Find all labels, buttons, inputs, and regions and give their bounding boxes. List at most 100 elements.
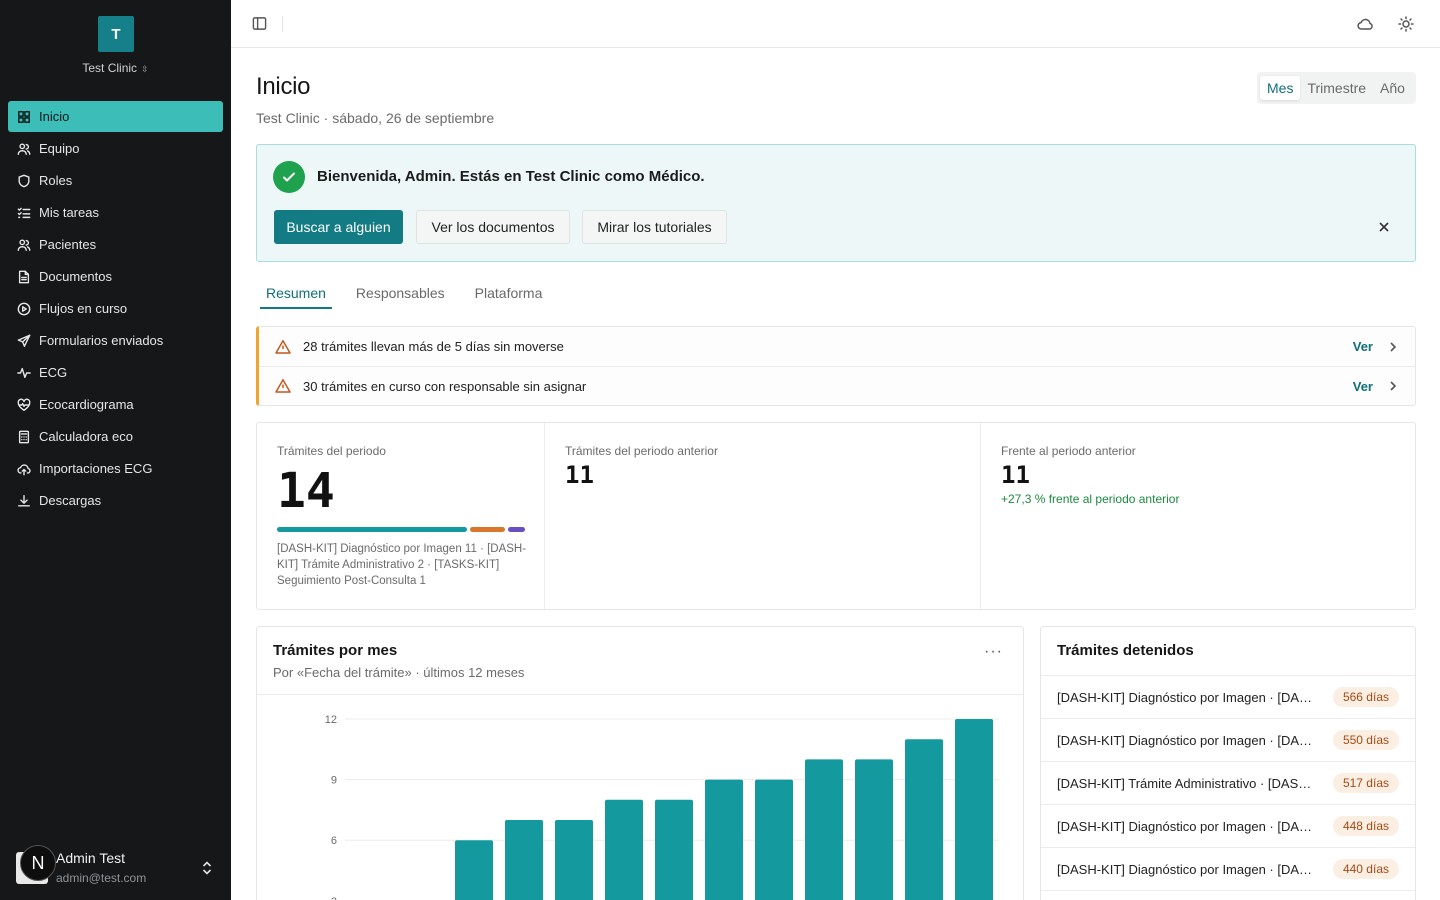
chart-bar[interactable]: [555, 820, 593, 900]
sun-icon[interactable]: [1398, 16, 1414, 32]
tab-plataforma[interactable]: Plataforma: [474, 285, 543, 301]
stalled-list: [DASH-KIT] Diagnóstico por Imagen · [DAS…: [1041, 675, 1415, 891]
days-badge: 517 días: [1332, 773, 1399, 793]
stalled-item-name: [DASH-KIT] Diagnóstico por Imagen · [DAS…: [1057, 818, 1333, 834]
send-icon: [17, 334, 31, 347]
sidebar-item-ecocardiograma[interactable]: Ecocardiograma: [8, 389, 223, 420]
sidebar-item-pacientes[interactable]: Pacientes: [8, 229, 223, 260]
alert-view-link[interactable]: Ver: [1352, 339, 1373, 354]
stat-delta: +27,3 % frente al periodo anterior: [1001, 492, 1180, 506]
view-tutorials-button[interactable]: Mirar los tutoriales: [582, 210, 727, 244]
avatar[interactable]: N: [20, 845, 56, 881]
sidebar-item-flujos-en-curso[interactable]: Flujos en curso: [8, 293, 223, 324]
stat-value: 11: [565, 461, 594, 489]
sidebar-item-label: Importaciones ECG: [39, 461, 153, 476]
bar-chart: 3 6 9 12: [325, 714, 999, 900]
sidebar-item-importaciones-ecg[interactable]: Importaciones ECG: [8, 453, 223, 484]
stalled-title: Trámites detenidos: [1057, 642, 1194, 659]
sidebar-item-label: Roles: [39, 173, 73, 188]
chart-bar[interactable]: [855, 759, 893, 900]
alert-row[interactable]: 30 trámites en curso con responsable sin…: [259, 366, 1415, 405]
sidebar-item-roles[interactable]: Roles: [8, 165, 223, 196]
alerts-panel: 28 trámites llevan más de 5 días sin mov…: [256, 326, 1416, 406]
sidebar-item-formularios-enviados[interactable]: Formularios enviados: [8, 325, 223, 356]
days-badge: 566 días: [1332, 687, 1399, 707]
close-icon[interactable]: [1377, 220, 1391, 234]
sidebar-toggle-icon[interactable]: [252, 16, 267, 31]
org-logo[interactable]: T: [98, 16, 134, 52]
sidebar-item-descargas[interactable]: Descargas: [8, 485, 223, 516]
sidebar-item-documentos[interactable]: Documentos: [8, 261, 223, 292]
sidebar-item-label: Equipo: [39, 141, 80, 156]
view-documents-button[interactable]: Ver los documentos: [416, 210, 570, 244]
sidebar-item-label: Inicio: [39, 109, 70, 124]
tab-responsables[interactable]: Responsables: [355, 285, 445, 301]
sidebar-item-ecg[interactable]: ECG: [8, 357, 223, 388]
chart-bar[interactable]: [955, 719, 993, 900]
cloud-upload-icon: [17, 463, 31, 475]
cloud-icon[interactable]: [1357, 16, 1373, 32]
user-name: Admin Test: [56, 850, 125, 866]
sidebar-item-equipo[interactable]: Equipo: [8, 133, 223, 164]
chart-bar[interactable]: [805, 759, 843, 900]
days-badge: 550 días: [1332, 730, 1399, 750]
sidebar-item-label: Calculadora eco: [39, 429, 133, 444]
period-selector: Mes Trimestre Año: [1257, 72, 1416, 104]
period-year[interactable]: Año: [1380, 80, 1405, 96]
stats-panel: Trámites del periodo 14 [DASH-KIT] Diagn…: [256, 422, 1416, 610]
chevron-up-down-icon: [202, 861, 212, 875]
search-someone-button[interactable]: Buscar a alguien: [274, 210, 403, 244]
stalled-card: Trámites detenidos [DASH-KIT] Diagnóstic…: [1040, 626, 1416, 900]
breakdown-bar: [277, 527, 525, 532]
welcome-message: Bienvenida, Admin. Estás en Test Clinic …: [317, 168, 705, 185]
stalled-item-name: [DASH-KIT] Diagnóstico por Imagen · [DAS…: [1057, 732, 1333, 748]
warning-icon: [275, 339, 291, 354]
period-quarter[interactable]: Trimestre: [1307, 80, 1367, 96]
alert-view-link[interactable]: Ver: [1352, 378, 1373, 394]
list-item[interactable]: [DASH-KIT] Diagnóstico por Imagen · [DAS…: [1041, 719, 1415, 762]
list-item[interactable]: [DASH-KIT] Diagnóstico por Imagen · [DAS…: [1041, 848, 1415, 891]
alert-text: 30 trámites en curso con responsable sin…: [303, 378, 587, 394]
sidebar-item-label: Descargas: [39, 493, 102, 508]
breakdown-segment: [507, 527, 525, 532]
list-item[interactable]: [DASH-KIT] Diagnóstico por Imagen · [DAS…: [1041, 676, 1415, 719]
stat-previous-period: Trámites del periodo anterior 11: [545, 423, 981, 609]
sidebar-item-label: Mis tareas: [39, 205, 99, 220]
welcome-banner: Bienvenida, Admin. Estás en Test Clinic …: [256, 144, 1416, 262]
y-tick-label: 6: [331, 835, 337, 847]
list-item[interactable]: [DASH-KIT] Trámite Administrativo · [DAS…: [1041, 762, 1415, 805]
chart-bar[interactable]: [455, 840, 493, 900]
page-subtitle: Test Clinic · sábado, 26 de septiembre: [256, 110, 495, 126]
sidebar-item-label: Pacientes: [39, 237, 97, 252]
chart-bar[interactable]: [655, 799, 693, 900]
stalled-item-name: [DASH-KIT] Trámite Administrativo · [DAS…: [1057, 775, 1333, 791]
chart-bar[interactable]: [755, 779, 793, 900]
tab-resumen[interactable]: Resumen: [260, 285, 332, 309]
sidebar-item-label: ECG: [39, 365, 68, 380]
chart-bar[interactable]: [905, 739, 943, 900]
page-title: Inicio: [256, 73, 311, 100]
period-month[interactable]: Mes: [1260, 76, 1301, 100]
y-tick-label: 12: [325, 714, 337, 726]
sidebar-item-inicio[interactable]: Inicio: [8, 101, 223, 132]
topbar: [231, 0, 1440, 48]
sidebar-item-calculadora-eco[interactable]: Calculadora eco: [8, 421, 223, 452]
stat-current-period: Trámites del periodo 14 [DASH-KIT] Diagn…: [257, 423, 545, 609]
toolbar-divider: [282, 16, 283, 32]
chart-bar[interactable]: [705, 779, 743, 900]
more-options-icon[interactable]: ···: [984, 643, 1003, 660]
shield-icon: [18, 174, 30, 187]
alert-row[interactable]: 28 trámites llevan más de 5 días sin mov…: [259, 327, 1415, 366]
sidebar-nav: Inicio Equipo Roles Mis tareas Pacientes…: [8, 101, 223, 517]
stat-comparison: Frente al periodo anterior 11 +27,3 % fr…: [981, 423, 1415, 609]
chart-bar[interactable]: [605, 799, 643, 900]
org-switcher[interactable]: Test Clinic ⇳: [0, 61, 231, 75]
stat-label: Frente al periodo anterior: [1001, 444, 1136, 458]
pulse-icon: [17, 367, 31, 378]
download-icon: [18, 494, 30, 507]
dashboard-icon: [18, 110, 30, 123]
list-item[interactable]: [DASH-KIT] Diagnóstico por Imagen · [DAS…: [1041, 805, 1415, 848]
sidebar-item-mis-tareas[interactable]: Mis tareas: [8, 197, 223, 228]
chart-bar[interactable]: [505, 820, 543, 900]
days-badge: 448 días: [1332, 816, 1399, 836]
